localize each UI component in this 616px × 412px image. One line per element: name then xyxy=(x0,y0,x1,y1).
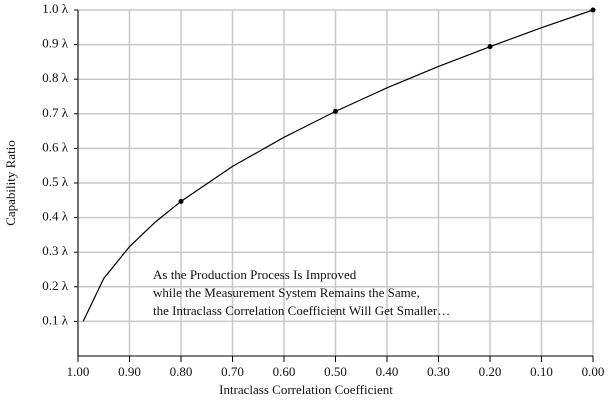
point xyxy=(590,7,596,13)
x-tick-label: 0.20 xyxy=(479,364,502,379)
y-tick-label: 1.0 λ xyxy=(42,1,69,16)
point xyxy=(178,198,184,204)
x-tick-label: 0.10 xyxy=(530,364,553,379)
y-tick-label: 0.6 λ xyxy=(42,139,69,154)
y-axis-label: Capability Ratio xyxy=(3,140,18,226)
x-tick-label: 0.70 xyxy=(221,364,244,379)
y-tick-label: 0.3 λ xyxy=(42,243,69,258)
x-tick-label: 0.30 xyxy=(427,364,450,379)
annotation: As the Production Process Is Improved xyxy=(153,267,357,282)
annotation: the Intraclass Correlation Coefficient W… xyxy=(153,303,450,318)
x-tick-label: 0.00 xyxy=(582,364,605,379)
y-tick-label: 0.5 λ xyxy=(42,174,69,189)
annotation: while the Measurement System Remains the… xyxy=(153,285,420,300)
y-tick-label: 0.1 λ xyxy=(42,312,69,327)
point xyxy=(333,108,338,114)
y-tick-label: 0.8 λ xyxy=(42,70,69,85)
x-tick-label: 0.40 xyxy=(376,364,399,379)
y-tick-label: 0.2 λ xyxy=(42,278,69,293)
x-tick-label: 0.60 xyxy=(273,364,296,379)
y-tick-label: 0.4 λ xyxy=(42,209,69,224)
x-tick-label: 0.80 xyxy=(170,364,193,379)
y-tick-label: 0.7 λ xyxy=(42,105,69,120)
x-tick-label: 0.50 xyxy=(324,364,347,379)
point xyxy=(487,44,493,50)
x-tick-label: 1.00 xyxy=(67,364,90,379)
x-axis-label: Intraclass Correlation Coefficient xyxy=(219,382,393,397)
y-tick-label: 0.9 λ xyxy=(42,36,69,51)
x-tick-label: 0.90 xyxy=(118,364,141,379)
